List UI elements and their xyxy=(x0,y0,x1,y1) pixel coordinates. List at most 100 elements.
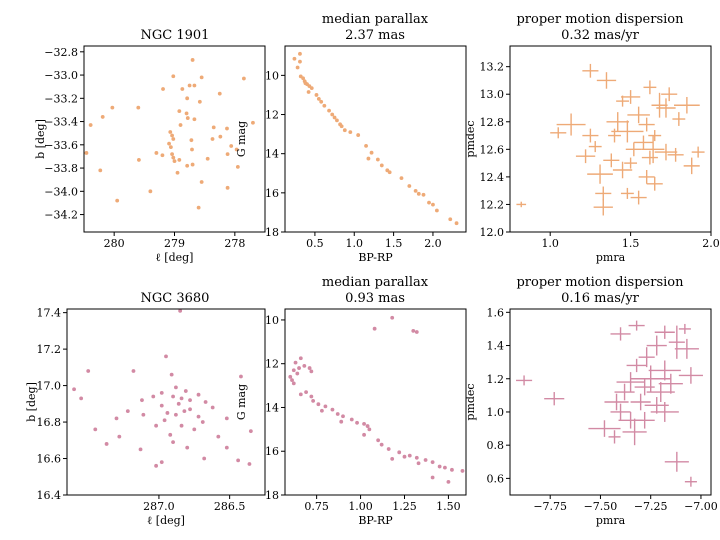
x-tick-label: −7.50 xyxy=(584,500,618,513)
data-point xyxy=(626,358,647,373)
x-tick-label: 280 xyxy=(104,237,125,250)
data-point xyxy=(159,460,164,465)
data-point xyxy=(309,86,314,90)
data-point xyxy=(664,451,689,472)
data-point xyxy=(641,135,665,164)
data-point xyxy=(427,200,431,205)
x-axis-label: BP-RP xyxy=(358,251,393,264)
data-point xyxy=(630,190,647,205)
data-point xyxy=(379,442,384,447)
data-point xyxy=(225,152,230,157)
data-point xyxy=(355,420,359,425)
data-point xyxy=(648,130,662,142)
data-point xyxy=(160,153,165,158)
data-point xyxy=(582,128,599,143)
data-point xyxy=(365,424,370,428)
x-tick-label: 0.75 xyxy=(304,500,329,513)
y-tick-label: 1.2 xyxy=(487,373,505,386)
data-point xyxy=(616,372,645,393)
data-point xyxy=(587,164,613,184)
panel-title: proper motion dispersion xyxy=(516,12,684,27)
panel-title: NGC 1901 xyxy=(141,28,210,43)
data-point xyxy=(339,419,344,424)
data-point xyxy=(624,157,638,169)
data-point xyxy=(648,360,681,381)
data-point xyxy=(650,402,679,422)
data-point xyxy=(174,412,178,417)
data-point xyxy=(366,156,371,161)
data-point xyxy=(335,118,339,123)
data-point xyxy=(342,128,347,133)
data-point xyxy=(159,403,164,408)
data-point xyxy=(306,90,311,94)
data-point xyxy=(187,83,192,88)
data-point xyxy=(210,405,215,410)
data-point xyxy=(290,378,294,383)
data-point xyxy=(646,335,667,356)
data-point xyxy=(667,147,684,162)
data-point xyxy=(620,187,634,199)
data-point xyxy=(164,354,168,359)
data-point xyxy=(151,394,156,399)
data-point xyxy=(137,158,141,162)
data-point xyxy=(196,414,201,419)
data-point xyxy=(375,157,380,162)
data-point xyxy=(125,409,130,414)
y-tick-label: −33.8 xyxy=(44,162,78,175)
data-point xyxy=(216,434,221,439)
data-point xyxy=(390,456,395,461)
data-point xyxy=(110,105,115,110)
data-point xyxy=(434,208,439,213)
plot-frame xyxy=(509,45,712,233)
data-point xyxy=(575,149,596,164)
panel-title: median parallax xyxy=(322,12,429,27)
data-point xyxy=(362,432,366,437)
y-tick-label: 10 xyxy=(265,69,279,82)
data-point xyxy=(414,330,419,334)
data-point xyxy=(168,130,173,134)
y-tick-label: 14 xyxy=(265,148,279,161)
data-point xyxy=(190,147,194,152)
data-point xyxy=(448,217,453,222)
data-point xyxy=(544,392,565,406)
data-point xyxy=(608,128,621,143)
data-point xyxy=(175,170,180,175)
data-point xyxy=(390,315,395,320)
data-point xyxy=(225,185,230,190)
y-tick-label: −33.0 xyxy=(44,69,78,82)
data-point xyxy=(302,363,307,368)
data-point xyxy=(177,158,182,162)
data-point xyxy=(114,416,119,421)
data-point xyxy=(364,143,368,148)
data-point xyxy=(301,76,305,81)
data-point xyxy=(185,445,190,450)
data-point xyxy=(630,393,651,411)
data-point xyxy=(176,401,181,406)
y-tick-label: 18 xyxy=(265,489,279,502)
y-tick-label: 12 xyxy=(265,358,279,371)
data-point xyxy=(407,453,412,458)
data-point xyxy=(199,75,204,80)
data-point xyxy=(229,144,234,148)
x-tick-label: 287.0 xyxy=(143,500,175,513)
x-tick-label: −7.00 xyxy=(684,500,718,513)
data-point xyxy=(171,137,176,141)
y-tick-label: 1.6 xyxy=(487,306,505,319)
data-point xyxy=(362,421,366,426)
data-point xyxy=(674,338,699,359)
data-point xyxy=(516,201,527,208)
panel-subtitle: 2.37 mas xyxy=(345,28,405,43)
y-tick-label: 0.8 xyxy=(487,439,505,452)
data-point xyxy=(646,176,663,191)
data-point xyxy=(620,90,641,104)
data-point xyxy=(178,123,183,127)
data-point xyxy=(154,463,159,468)
y-axis-label: pmdec xyxy=(464,120,477,157)
data-point xyxy=(179,396,184,401)
data-point xyxy=(192,427,197,432)
data-point xyxy=(414,455,419,460)
data-point xyxy=(148,189,153,194)
y-tick-label: 17.2 xyxy=(37,343,62,356)
data-point xyxy=(161,87,165,91)
data-point xyxy=(292,56,297,61)
